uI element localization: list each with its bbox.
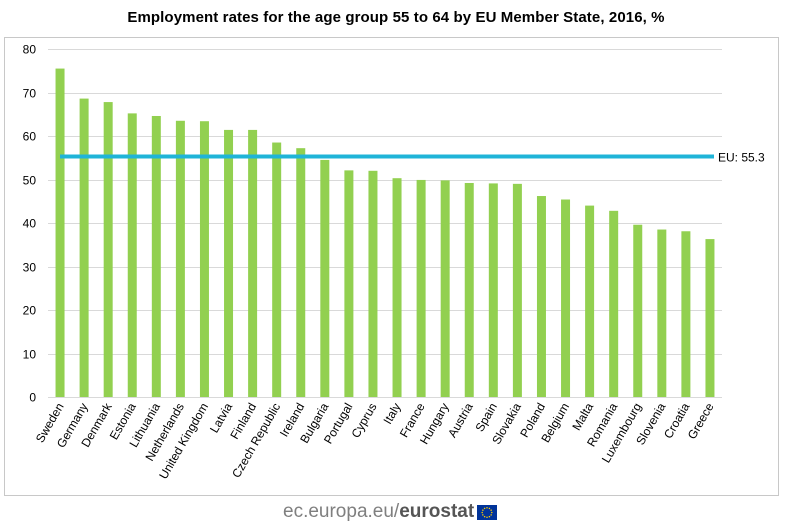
y-tick-label: 40	[23, 217, 37, 231]
bar-bulgaria[interactable]	[320, 159, 330, 397]
bar-ireland[interactable]	[296, 148, 306, 397]
gridlines	[48, 49, 722, 398]
y-tick-label: 70	[23, 87, 37, 101]
eu-flag-icon	[477, 504, 498, 520]
y-tick-label: 0	[29, 391, 36, 405]
bar-finland[interactable]	[248, 129, 258, 397]
flag-star	[490, 508, 493, 511]
flag-star	[484, 515, 486, 517]
bar-sweden[interactable]	[55, 68, 65, 397]
bars	[55, 68, 715, 398]
bar-slovakia[interactable]	[512, 183, 522, 397]
x-axis-labels: SwedenGermanyDenmarkEstoniaLithuaniaNeth…	[33, 400, 717, 482]
footer: ec.europa.eu / eurostat	[0, 499, 792, 525]
bar-italy[interactable]	[392, 178, 402, 397]
bar-united-kingdom[interactable]	[199, 121, 209, 398]
bar-slovenia[interactable]	[657, 229, 667, 397]
flag-star	[488, 507, 491, 509]
flag-star	[484, 507, 486, 509]
bar-romania[interactable]	[609, 210, 619, 397]
y-axis-ticks: 0 10 20 30 40 50 60 70 80	[23, 43, 37, 405]
y-tick-label: 60	[23, 130, 37, 144]
bar-croatia[interactable]	[681, 231, 691, 397]
eu-average-line-group: EU: 55.3	[60, 150, 765, 164]
eu-average-label: EU: 55.3	[718, 150, 765, 164]
chart-plot: 0 10 20 30 40 50 60 70 80 SwedenGermanyDenmarkEs…	[23, 43, 765, 482]
bar-cyprus[interactable]	[368, 170, 378, 397]
bar-france[interactable]	[416, 179, 426, 397]
bar-hungary[interactable]	[440, 180, 450, 397]
flag-star	[488, 515, 491, 517]
bar-greece[interactable]	[705, 239, 715, 397]
flag-star	[486, 516, 488, 518]
flag-star	[481, 511, 484, 513]
bar-spain[interactable]	[488, 183, 498, 397]
bar-belgium[interactable]	[561, 199, 571, 397]
flag-star	[482, 513, 484, 516]
bar-poland[interactable]	[536, 196, 546, 397]
footer-separator: /	[393, 501, 400, 522]
x-tick-label: Italy	[381, 401, 404, 427]
bar-czech-republic[interactable]	[272, 142, 282, 397]
bar-austria[interactable]	[464, 182, 474, 397]
bar-latvia[interactable]	[224, 129, 234, 397]
y-tick-label: 30	[23, 261, 37, 275]
bar-portugal[interactable]	[344, 170, 354, 397]
footer-brand-name: eurostat	[399, 501, 475, 522]
bar-malta[interactable]	[585, 205, 595, 397]
y-tick-label: 50	[23, 174, 37, 188]
bar-netherlands[interactable]	[175, 120, 185, 397]
flag-star	[486, 506, 488, 508]
bar-lithuania[interactable]	[151, 115, 161, 398]
y-tick-label: 20	[23, 304, 37, 318]
eurostat-logo[interactable]: ec.europa.eu / eurostat	[283, 499, 498, 525]
bar-luxembourg[interactable]	[633, 224, 643, 397]
footer-domain: ec.europa.eu	[283, 501, 394, 522]
bar-estonia[interactable]	[127, 113, 137, 397]
chart-frame	[4, 37, 779, 496]
x-tick-label: Austria	[445, 400, 476, 440]
flag-star	[490, 513, 493, 516]
flag-star	[482, 508, 484, 511]
flag-star	[491, 511, 493, 513]
bar-germany[interactable]	[79, 98, 89, 397]
chart-title: Employment rates for the age group 55 to…	[127, 9, 665, 26]
bar-denmark[interactable]	[103, 102, 113, 397]
y-tick-label: 80	[23, 43, 37, 57]
y-tick-label: 10	[23, 348, 37, 362]
